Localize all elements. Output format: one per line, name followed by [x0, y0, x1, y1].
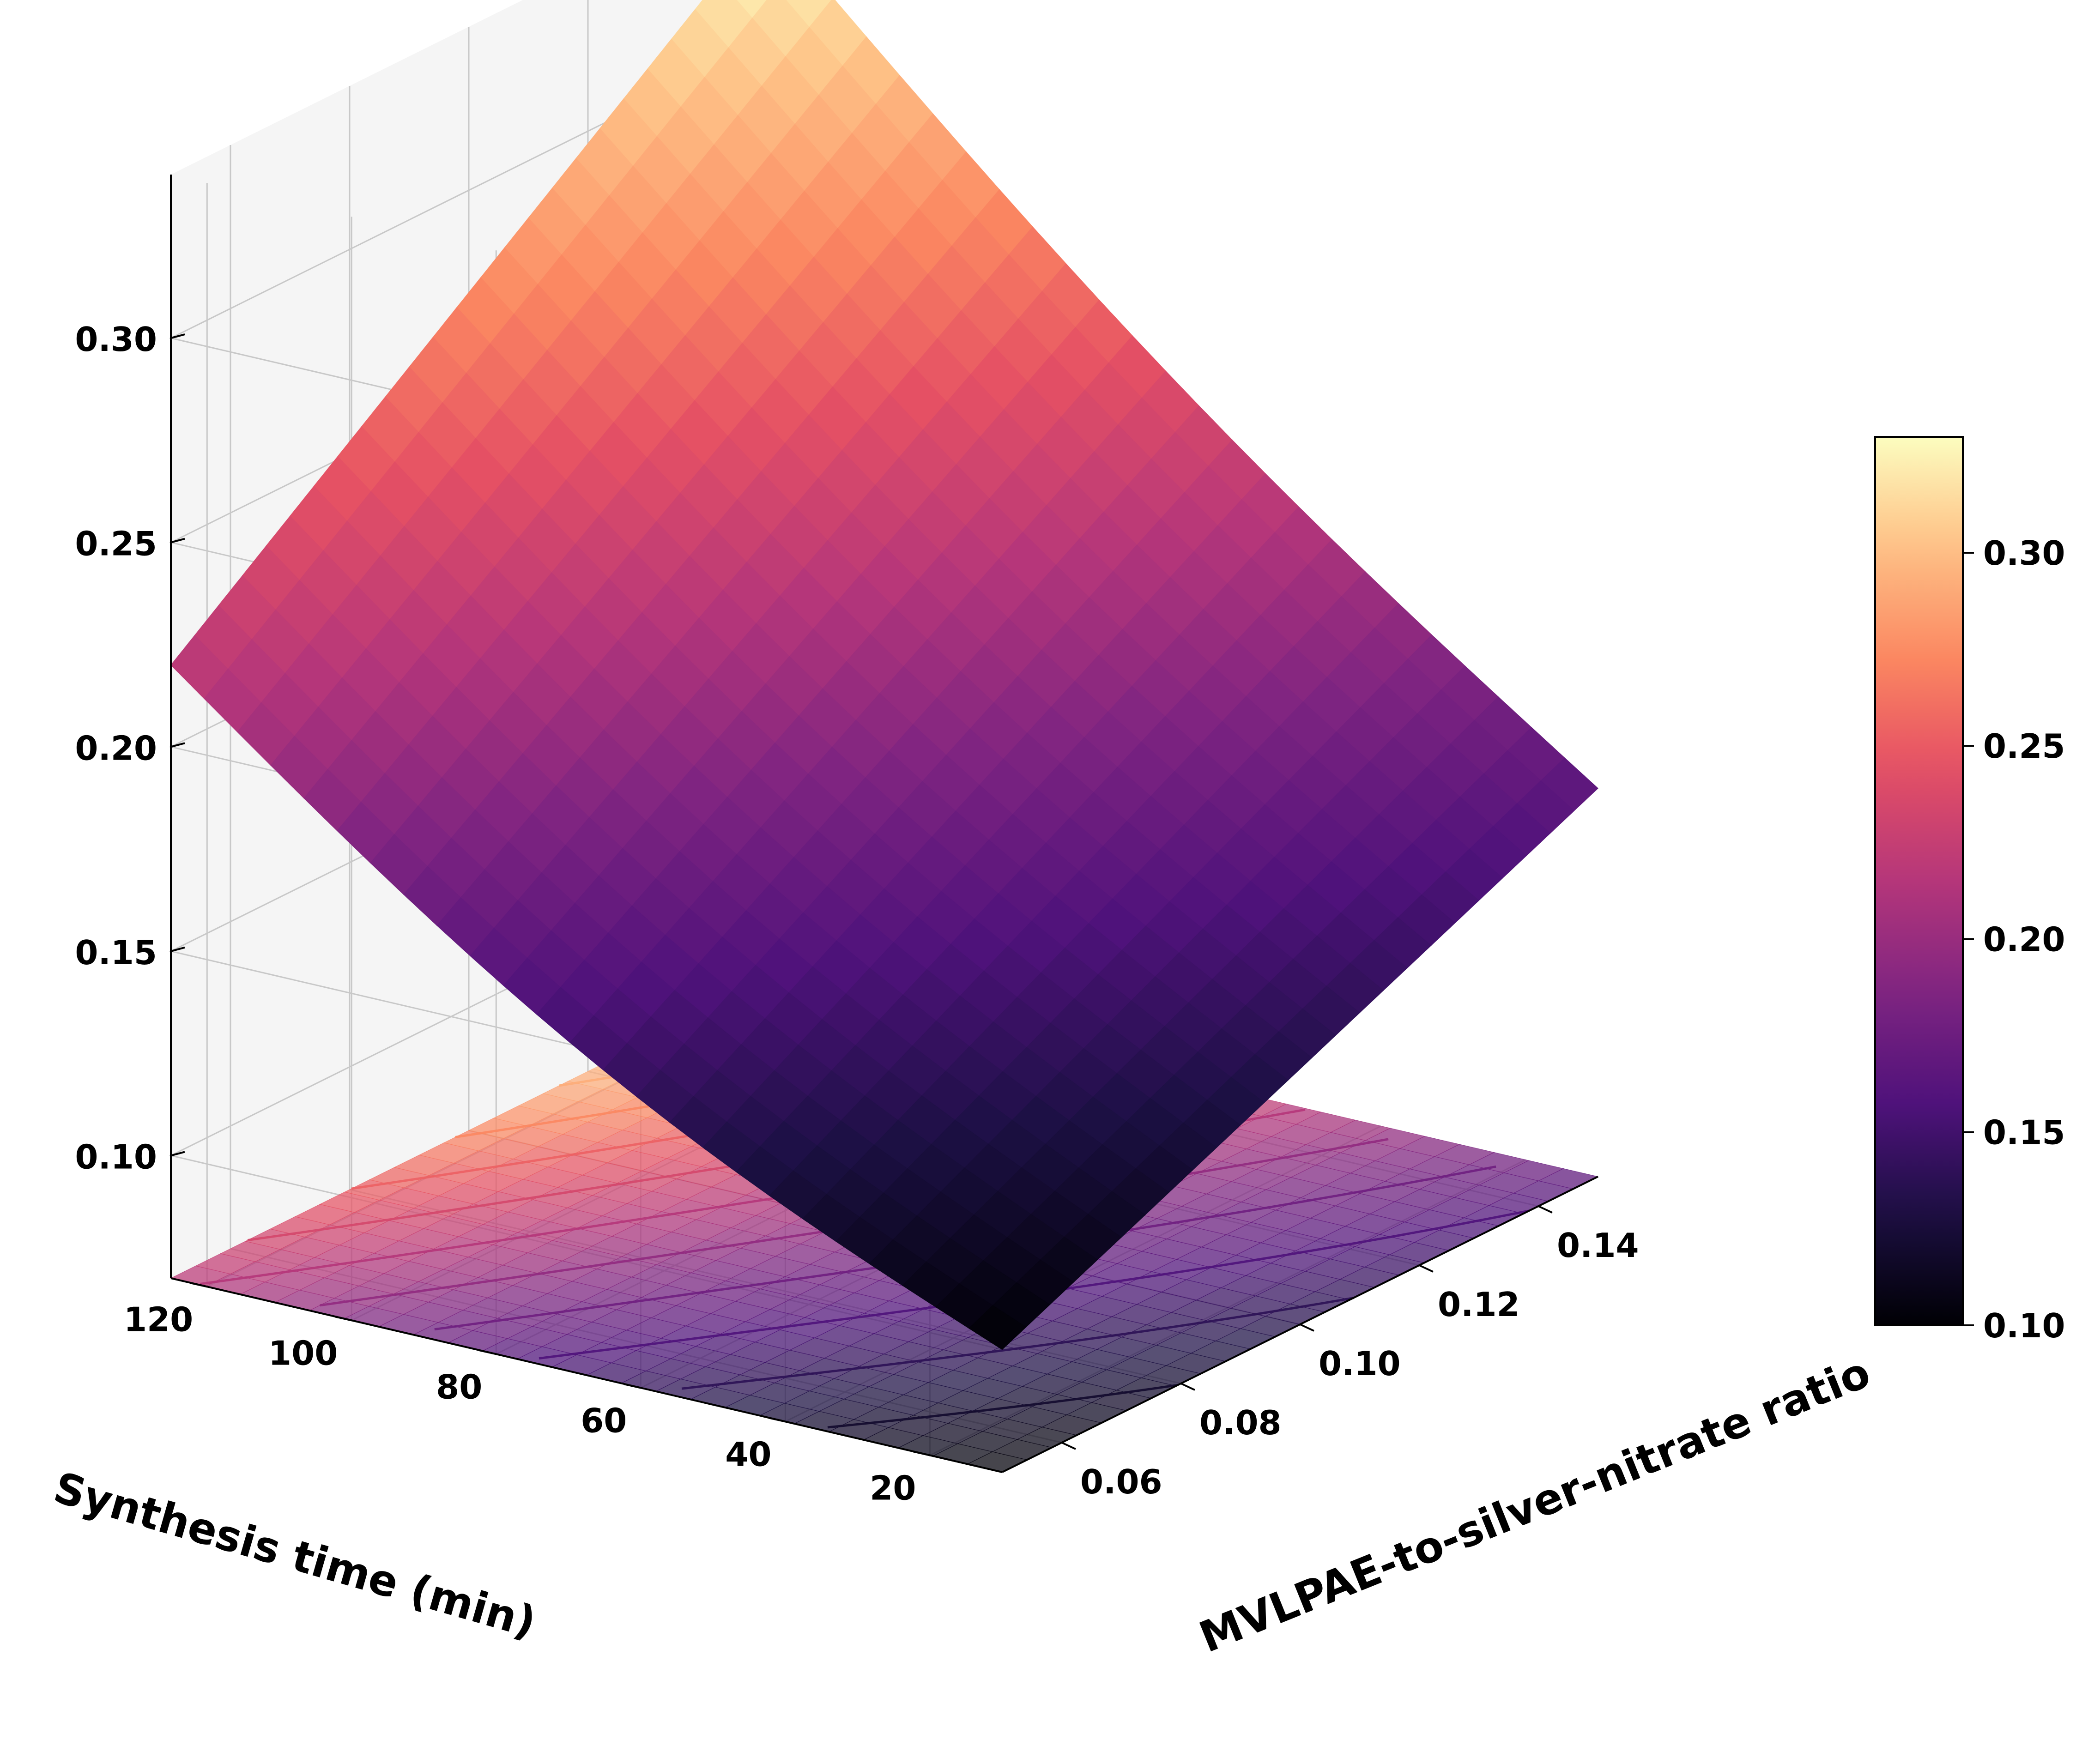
- z-tick-label: 0.20: [75, 729, 157, 767]
- z-tick-mark: [170, 333, 185, 339]
- z-tick-mark: [170, 742, 185, 748]
- x-tick-mark: [1419, 1264, 1434, 1273]
- colorbar: 0.10 0.15 0.20 0.25 0.30: [1874, 436, 2065, 1345]
- y-tick-label: 40: [725, 1435, 771, 1474]
- z-tick-label: 0.10: [75, 1137, 157, 1176]
- y-tick-label: 100: [268, 1334, 338, 1372]
- contour-line: [681, 1297, 1354, 1390]
- y-tick-mark: [190, 1282, 207, 1288]
- y-tick-label: 20: [870, 1468, 916, 1507]
- z-tick-mark: [170, 1151, 185, 1157]
- z-tick-label: 0.30: [75, 320, 157, 359]
- y-tick-label: 120: [124, 1300, 193, 1339]
- colorbar-tick-label: 0.15: [1983, 1113, 2065, 1152]
- colorbar-tick-label: 0.25: [1983, 727, 2065, 766]
- y-tick-mark: [913, 1450, 930, 1456]
- y-tick-label: 60: [581, 1401, 627, 1440]
- x-tick-mark: [1180, 1383, 1195, 1391]
- x-tick-label: 0.06: [1080, 1462, 1162, 1501]
- y-tick-mark: [479, 1349, 496, 1355]
- colorbar-tick-label: 0.20: [1983, 920, 2065, 959]
- z-tick-mark: [170, 946, 185, 952]
- colorbar-tick-label: 0.30: [1983, 534, 2065, 573]
- contour-line: [827, 1383, 1178, 1429]
- y-tick-mark: [769, 1417, 786, 1423]
- y-axis-line: [170, 1277, 1003, 1473]
- x-tick-mark: [1061, 1442, 1076, 1450]
- surface-facet: [968, 1305, 1027, 1350]
- z-tick-label: 0.25: [75, 525, 157, 563]
- y-tick-mark: [623, 1383, 641, 1389]
- response-surface: [170, 0, 1598, 1350]
- surface-facet: [736, 0, 768, 19]
- y-axis-title: Synthesis time (min): [48, 1463, 541, 1648]
- x-tick-label: 0.12: [1438, 1285, 1520, 1324]
- z-tick-mark: [170, 538, 185, 544]
- x-tick-label: 0.14: [1557, 1226, 1639, 1265]
- x-tick-mark: [1538, 1205, 1553, 1214]
- y-tick-mark: [334, 1316, 352, 1322]
- x-axis-title: MVLPAE-to-silver-nitrate ratio: [1192, 1347, 1877, 1662]
- colorbar-gradient: [1874, 436, 1964, 1326]
- x-tick-mark: [1300, 1323, 1314, 1332]
- colorbar-tick-label: 0.10: [1983, 1306, 2065, 1345]
- z-tick-label: 0.15: [75, 933, 157, 972]
- y-tick-label: 80: [436, 1367, 482, 1406]
- x-tick-label: 0.10: [1319, 1344, 1401, 1383]
- x-tick-label: 0.08: [1199, 1403, 1282, 1442]
